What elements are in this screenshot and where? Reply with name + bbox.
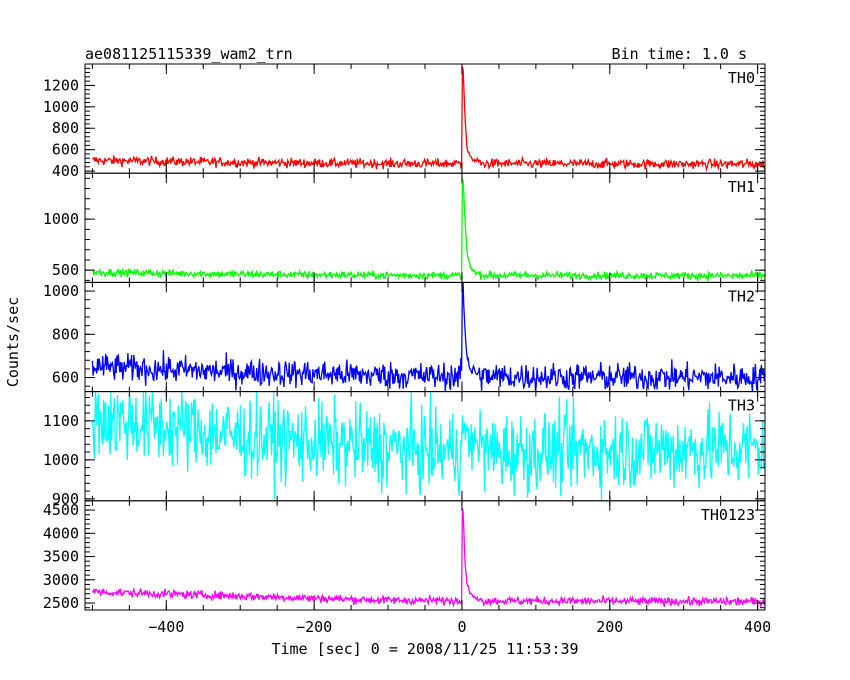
x-tick-label: 200 bbox=[596, 618, 623, 636]
chart-title: ae081125115339_wam2_trn bbox=[85, 45, 293, 63]
panel-label-th1: TH1 bbox=[728, 178, 755, 196]
series-line-th0 bbox=[91, 66, 765, 172]
series-line-th3 bbox=[91, 391, 765, 501]
panel-label-th0123: TH0123 bbox=[701, 506, 755, 524]
panel-frame-th1 bbox=[84, 172, 766, 283]
panel-label-th2: TH2 bbox=[728, 287, 755, 305]
y-tick-label: 600 bbox=[52, 141, 79, 159]
panel-label-th3: TH3 bbox=[728, 397, 755, 415]
y-tick-label: 500 bbox=[52, 261, 79, 279]
bin-time-label: Bin time: 1.0 s bbox=[611, 45, 747, 63]
y-tick-label: 800 bbox=[52, 325, 79, 343]
y-tick-label: 1100 bbox=[43, 412, 79, 430]
y-axis-label: Counts/sec bbox=[4, 297, 22, 387]
series-line-th0123 bbox=[91, 507, 765, 608]
panels-layer bbox=[91, 66, 765, 608]
x-tick-label: 400 bbox=[744, 618, 771, 636]
y-tick-label: 4000 bbox=[43, 524, 79, 542]
axis-layer: 400 600 800 1000 1200 TH0 500 1000 TH1 600 800 1000… bbox=[43, 63, 771, 636]
panel-frame-th0 bbox=[84, 63, 766, 174]
y-tick-label: 1000 bbox=[43, 282, 79, 300]
y-tick-label: 400 bbox=[52, 162, 79, 180]
y-tick-label: 1000 bbox=[43, 451, 79, 469]
x-tick-label: −200 bbox=[296, 618, 332, 636]
panel-label-th0: TH0 bbox=[728, 69, 755, 87]
x-axis-label: Time [sec] 0 = 2008/11/25 11:53:39 bbox=[271, 640, 578, 658]
y-tick-label: 1000 bbox=[43, 98, 79, 116]
y-tick-label: 3000 bbox=[43, 571, 79, 589]
series-line-th2 bbox=[91, 282, 765, 392]
y-tick-label: 900 bbox=[52, 490, 79, 508]
series-line-th1 bbox=[92, 178, 765, 283]
y-tick-label: 1200 bbox=[43, 76, 79, 94]
x-tick-label: −400 bbox=[148, 618, 184, 636]
y-tick-label: 800 bbox=[52, 119, 79, 137]
y-tick-label: 1000 bbox=[43, 210, 79, 228]
y-tick-label: 3500 bbox=[43, 548, 79, 566]
y-tick-label: 600 bbox=[52, 369, 79, 387]
y-tick-label: 2500 bbox=[43, 594, 79, 612]
y-tick-label: 4500 bbox=[43, 501, 79, 519]
x-tick-label: 0 bbox=[457, 618, 466, 636]
